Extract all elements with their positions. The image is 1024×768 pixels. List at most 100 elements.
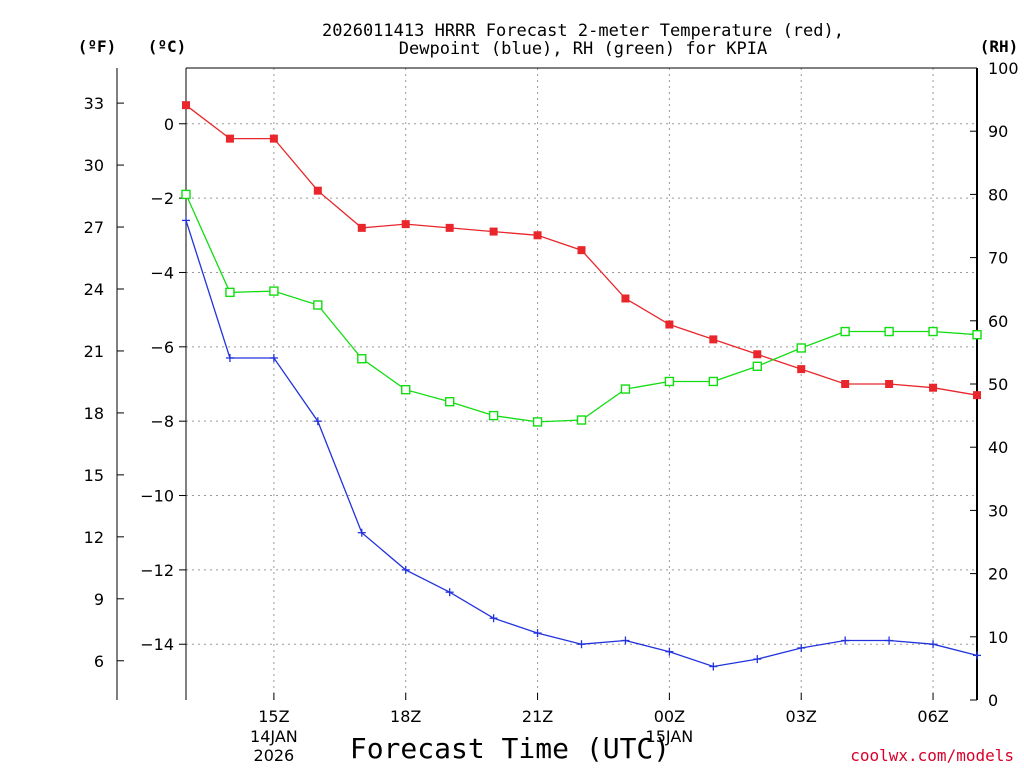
x-tick-label: 21Z	[522, 707, 553, 726]
fahrenheit-tick-label: 24	[84, 280, 104, 299]
dewpoint-point	[577, 640, 586, 649]
rh-point	[708, 376, 719, 387]
dewpoint-point	[709, 662, 718, 671]
series-dewpoint	[182, 216, 981, 671]
rh-tick-label: 60	[988, 312, 1008, 331]
data-series	[181, 101, 982, 671]
axes	[116, 67, 978, 701]
rh-point	[181, 189, 191, 200]
rh-point	[972, 330, 982, 340]
rh-point	[752, 361, 762, 372]
temperature-point	[929, 383, 938, 392]
rh-tick-label: 90	[988, 122, 1008, 141]
temperature-point	[313, 186, 322, 195]
celsius-tick-label: −6	[150, 338, 174, 357]
tick-labels: 0−2−4−6−8−10−12−143330272421181512961009…	[84, 59, 1019, 765]
celsius-tick-label: 0	[164, 115, 174, 134]
x-tick-date-label: 14JAN	[250, 727, 298, 746]
celsius-tick-label: −10	[140, 487, 174, 506]
x-tick-label: 03Z	[786, 707, 817, 726]
x-tick-label: 18Z	[390, 707, 421, 726]
celsius-tick-label: −2	[150, 189, 174, 208]
chart-title-line-1: 2026011413 HRRR Forecast 2-meter Tempera…	[322, 21, 844, 41]
rh-line	[185, 194, 978, 423]
temperature-point	[445, 223, 454, 232]
rh-tick-label: 20	[988, 565, 1008, 584]
fahrenheit-tick-label: 18	[84, 404, 104, 423]
dewpoint-point	[797, 643, 806, 652]
dewpoint-point	[973, 651, 981, 660]
rh-tick-label: 80	[988, 185, 1008, 204]
rh-point	[928, 326, 938, 337]
temperature-point	[709, 335, 718, 344]
series-rh	[181, 189, 982, 427]
fahrenheit-tick-label: 9	[94, 590, 104, 609]
rh-point	[576, 415, 587, 425]
temperature-point	[973, 391, 981, 400]
rh-tick-label: 30	[988, 501, 1008, 520]
dewpoint-point	[489, 614, 498, 623]
rh-tick-label: 100	[988, 59, 1019, 78]
dewpoint-line	[185, 220, 978, 668]
temperature-point	[401, 220, 410, 229]
x-axis-label: Forecast Time (UTC)	[350, 732, 670, 765]
rh-tick-label: 40	[988, 438, 1008, 457]
fahrenheit-tick-label: 15	[84, 466, 104, 485]
dewpoint-point	[225, 353, 234, 362]
celsius-tick-label: −14	[140, 635, 174, 654]
temperature-point	[225, 134, 234, 143]
temperature-point	[797, 365, 806, 374]
dewpoint-point	[313, 417, 322, 426]
temperature-point	[621, 294, 630, 303]
unit-label-celsius: (ºC)	[148, 37, 187, 56]
dewpoint-point	[841, 636, 850, 645]
temperature-point	[885, 380, 894, 388]
unit-label-rh: (RH)	[980, 37, 1019, 56]
dewpoint-point	[885, 636, 894, 645]
rh-tick-label: 70	[988, 249, 1008, 268]
temperature-point	[665, 320, 674, 329]
dewpoint-point	[182, 216, 190, 225]
rh-point	[488, 410, 499, 421]
temperature-point	[841, 380, 850, 388]
dewpoint-point	[753, 655, 762, 664]
temperature-point	[753, 350, 762, 359]
x-tick-date-label: 15JAN	[646, 727, 694, 746]
celsius-tick-label: −4	[150, 263, 174, 282]
dewpoint-point	[269, 353, 278, 362]
credit-link[interactable]: coolwx.com/models	[850, 746, 1014, 765]
fahrenheit-tick-label: 12	[84, 528, 104, 547]
fahrenheit-tick-label: 6	[94, 652, 104, 671]
x-tick-label: 06Z	[917, 707, 948, 726]
temperature-point	[577, 246, 586, 255]
rh-point	[269, 286, 279, 296]
rh-point	[313, 300, 323, 310]
temperature-point	[269, 134, 278, 143]
temperature-point	[182, 101, 190, 110]
rh-point	[225, 287, 235, 298]
dewpoint-point	[445, 588, 454, 597]
temperature-point	[533, 231, 542, 240]
rh-tick-label: 10	[988, 628, 1008, 647]
temperature-point	[489, 227, 498, 236]
rh-point	[884, 326, 894, 337]
x-tick-label: 15Z	[258, 707, 289, 726]
dewpoint-point	[401, 565, 410, 574]
fahrenheit-tick-label: 30	[84, 156, 104, 175]
chart-title-line-2: Dewpoint (blue), RH (green) for KPIA	[399, 39, 767, 59]
unit-label-fahrenheit: (ºF)	[78, 37, 117, 56]
rh-point	[357, 354, 367, 364]
temperature-point	[357, 223, 366, 232]
x-tick-year-label: 2026	[254, 746, 295, 765]
x-tick-label: 00Z	[654, 707, 685, 726]
celsius-tick-label: −12	[140, 561, 174, 580]
rh-point	[401, 384, 411, 395]
dewpoint-point	[621, 636, 630, 645]
fahrenheit-tick-label: 33	[84, 94, 104, 113]
rh-tick-label: 50	[988, 375, 1008, 394]
rh-point	[796, 343, 806, 353]
rh-point	[444, 396, 455, 407]
dewpoint-point	[665, 647, 674, 656]
dewpoint-point	[533, 629, 542, 638]
